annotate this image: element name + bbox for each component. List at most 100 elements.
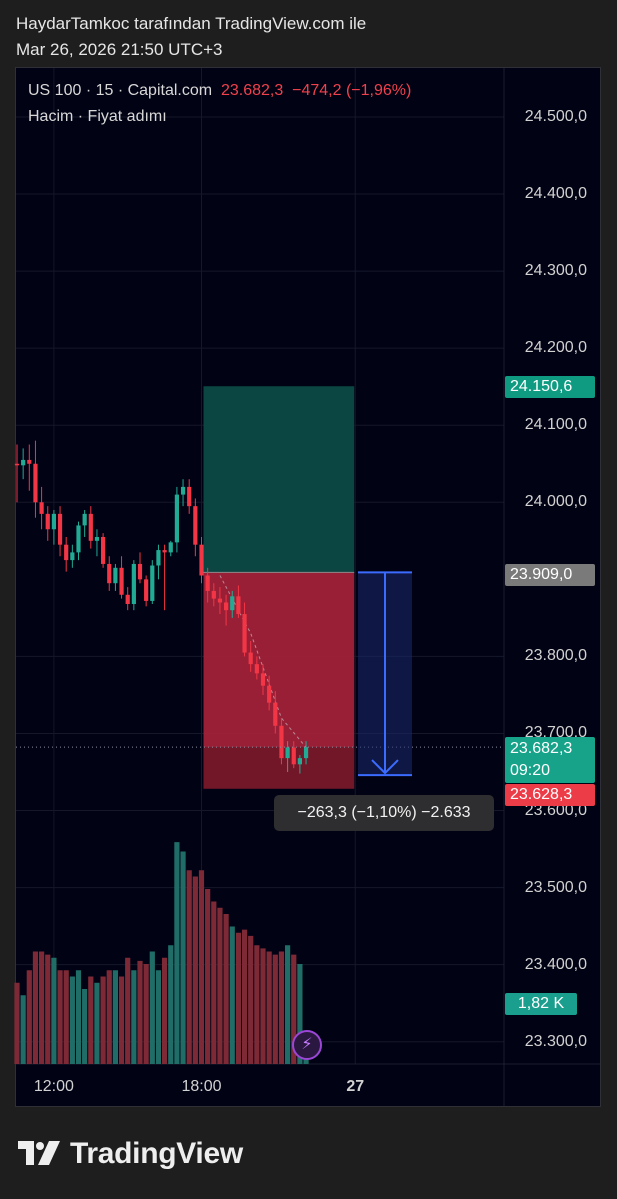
candle-body	[119, 567, 124, 595]
candle-body	[113, 567, 118, 584]
candle-body	[260, 673, 266, 686]
candle-body	[107, 563, 112, 584]
candle-body	[33, 463, 38, 503]
volume-bar	[26, 970, 32, 1064]
time-tick-label: 27	[346, 1078, 365, 1095]
last-price-value: 23.682,3	[510, 740, 573, 757]
candle-body	[230, 596, 235, 611]
candle-body	[224, 602, 229, 611]
volume-bar	[174, 842, 180, 1064]
price-tick-label: 24.000,0	[524, 493, 587, 511]
trade-trace	[219, 575, 307, 748]
price-tick-label: 23.300,0	[524, 1032, 587, 1050]
volume-bar	[241, 929, 248, 1064]
tv-logo-icon	[18, 1141, 60, 1165]
volume-bar	[20, 995, 26, 1064]
volume-bar	[235, 932, 241, 1064]
candle-body	[273, 702, 278, 726]
price-tick-label: 24.300,0	[524, 262, 587, 280]
volume-bar	[125, 957, 131, 1064]
price-tick-label: 24.400,0	[524, 185, 587, 203]
volume-bar	[254, 945, 260, 1064]
volume-bar	[75, 970, 82, 1064]
candle-body	[144, 579, 149, 601]
candle-body	[267, 685, 272, 703]
candle-body	[94, 536, 100, 541]
volume-bar	[118, 976, 125, 1064]
volume-bar	[39, 951, 45, 1064]
indicator-legend[interactable]: Hacim · Fiyat adımı	[28, 108, 167, 125]
candle-body	[57, 513, 63, 545]
volume-bar	[106, 970, 112, 1064]
volume-bar	[149, 951, 155, 1064]
tradingview-logo: TradingView	[18, 1136, 243, 1172]
volume-bar	[229, 926, 235, 1064]
candle-body	[279, 725, 284, 759]
candle-body	[211, 590, 216, 599]
candle-body	[174, 494, 179, 543]
volume-bar	[69, 976, 75, 1064]
volume-bar	[192, 876, 198, 1064]
candle-body	[51, 513, 56, 530]
candle-body	[297, 758, 302, 765]
price-tick-label: 23.500,0	[524, 878, 587, 896]
volume-bar	[180, 851, 186, 1064]
volume-bar	[82, 989, 88, 1064]
candle-body	[285, 747, 290, 759]
author-line: HaydarTamkoc tarafından TradingView.com …	[16, 14, 367, 33]
volume-bar	[14, 982, 20, 1064]
price-tick-label: 24.200,0	[524, 339, 587, 357]
candle-body	[205, 575, 210, 591]
brand-name: TradingView	[70, 1137, 243, 1170]
lightning-icon[interactable]: ⚡	[292, 1030, 322, 1060]
candle-body	[254, 664, 259, 674]
volume-bar	[291, 954, 297, 1064]
volume-bar	[155, 970, 162, 1064]
candle-body	[88, 513, 93, 541]
volume-bar	[57, 970, 63, 1064]
volume-bar	[51, 957, 57, 1064]
candle-body	[101, 536, 106, 564]
candle-body	[248, 652, 253, 665]
measure-label: −263,3 (−1,10%) −2.633	[274, 795, 494, 831]
volume-bar	[63, 970, 69, 1064]
candle-body	[193, 506, 198, 545]
volume-bar	[297, 964, 303, 1064]
candle-body	[199, 544, 204, 576]
symbol-label: US 100 · 15 · Capital.com	[28, 82, 213, 99]
last-price-tag: 23.682,3 09:20	[505, 737, 595, 783]
legend-change: −474,2 (−1,96%)	[292, 82, 412, 99]
volume-bar	[266, 951, 272, 1064]
volume-bar	[272, 954, 278, 1064]
candle-body	[291, 747, 296, 765]
volume-value-tag: 1,82 K	[505, 993, 577, 1015]
candle-body	[168, 542, 173, 553]
candle-body	[76, 525, 81, 553]
volume-bar	[211, 901, 217, 1064]
filled-portion	[203, 747, 355, 789]
symbol-legend[interactable]: US 100 · 15 · Capital.com 23.682,3 −474,…	[28, 82, 411, 100]
candle-body	[187, 486, 192, 507]
time-tick-label: 18:00	[181, 1078, 222, 1095]
volume-bar	[205, 889, 211, 1064]
candle-body	[180, 486, 186, 495]
volume-bar	[131, 970, 137, 1064]
legend-price: 23.682,3	[220, 82, 284, 99]
measure-arrow-head	[371, 759, 399, 775]
volume-bar	[186, 870, 192, 1064]
target-price-tag: 24.150,6	[505, 376, 595, 398]
volume-bar	[198, 870, 205, 1064]
candle-body	[303, 747, 309, 759]
volume-bar	[217, 907, 223, 1064]
price-tick-label: 23.800,0	[524, 647, 587, 665]
volume-bar	[278, 951, 285, 1064]
bar-countdown: 09:20	[510, 762, 551, 779]
candle-body	[125, 594, 130, 605]
target-zone	[203, 386, 355, 573]
price-tick-label: 24.100,0	[524, 416, 587, 434]
price-tick-label: 24.500,0	[524, 108, 587, 125]
volume-bar	[248, 935, 254, 1064]
candle-body	[14, 463, 20, 466]
stop-zone	[203, 572, 355, 789]
